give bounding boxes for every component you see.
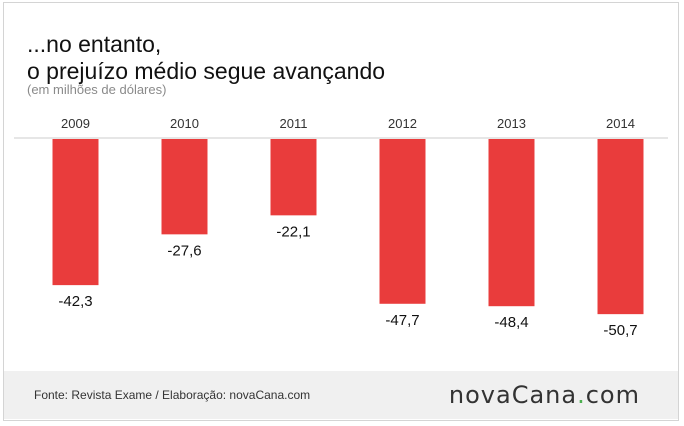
x-tick-label: 2011 xyxy=(280,116,308,131)
bar-2011 xyxy=(270,139,317,216)
bar-2014 xyxy=(597,139,644,315)
novacana-logo[interactable]: novaCana.com xyxy=(449,381,640,409)
data-label: -47,7 xyxy=(385,312,419,329)
data-label: -27,6 xyxy=(167,242,201,259)
x-tick-label: 2010 xyxy=(170,116,199,131)
logo-dot: . xyxy=(577,381,586,409)
chart-subtitle: (em milhões de dólares) xyxy=(27,82,167,97)
footer: Fonte: Revista Exame / Elaboração: novaC… xyxy=(4,371,678,419)
x-tick-label: 2013 xyxy=(497,116,526,131)
logo-main: novaCana xyxy=(448,381,578,409)
bar-chart: 2009 -42,3 2010 -27,6 2011 -22,1 2012 -47,7 2013… xyxy=(14,116,668,339)
data-label: -48,4 xyxy=(494,314,528,331)
x-tick-label: 2012 xyxy=(388,116,417,131)
source-text: Fonte: Revista Exame / Elaboração: novaC… xyxy=(34,388,311,402)
data-label: -22,1 xyxy=(276,223,310,240)
bar-2009 xyxy=(52,139,99,286)
x-tick-label: 2014 xyxy=(606,116,635,131)
bar-2010 xyxy=(161,139,208,235)
x-tick-label: 2009 xyxy=(61,116,90,131)
chart-card: ...no entanto, o prejuízo médio segue av… xyxy=(3,2,679,421)
logo-suffix: com xyxy=(585,381,640,409)
data-label: -50,7 xyxy=(603,322,637,339)
data-label: -42,3 xyxy=(58,293,92,310)
chart-title: ...no entanto, o prejuízo médio segue av… xyxy=(27,31,627,85)
bar-2012 xyxy=(379,139,426,304)
title-line-1: ...no entanto, xyxy=(27,31,162,57)
bar-2013 xyxy=(488,139,535,307)
title-line-2: o prejuízo médio segue avançando xyxy=(27,58,386,84)
